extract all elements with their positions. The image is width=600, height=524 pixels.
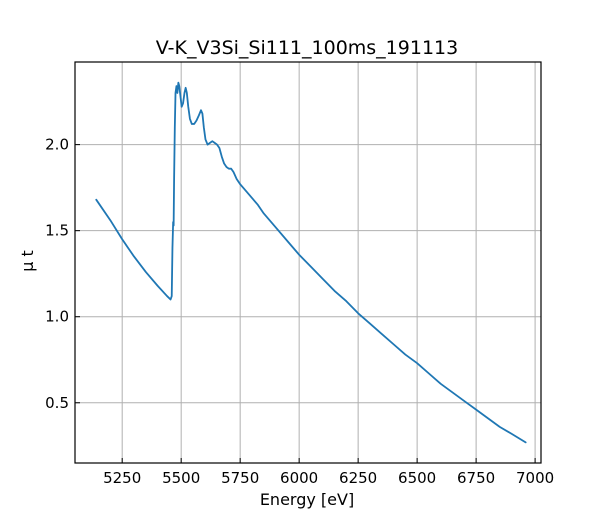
y-tick-label: 2.0 bbox=[45, 136, 69, 154]
x-tick-label: 5250 bbox=[103, 469, 141, 487]
plot-area-frame bbox=[74, 61, 542, 464]
x-tick-label: 7000 bbox=[516, 469, 554, 487]
x-tick-label: 5500 bbox=[162, 469, 200, 487]
y-tick-label: 1.0 bbox=[45, 308, 69, 326]
ticks-layer: 5250 5500 5750 6000 6250 6500 6750 7000 0.5 1.0 1.… bbox=[45, 136, 554, 487]
x-tick-label: 5750 bbox=[221, 469, 259, 487]
y-tick-label: 0.5 bbox=[45, 394, 69, 412]
x-tick-label: 6250 bbox=[339, 469, 377, 487]
grid-layer bbox=[75, 62, 541, 463]
x-axis-label: Energy [eV] bbox=[260, 490, 354, 509]
series-line bbox=[95, 81, 527, 444]
series-layer bbox=[95, 81, 527, 444]
x-tick-label: 6000 bbox=[280, 469, 318, 487]
y-axis-label: μ t bbox=[18, 250, 37, 272]
y-tick-label: 1.5 bbox=[45, 222, 69, 240]
chart-title: V-K_V3Si_Si111_100ms_191113 bbox=[156, 37, 458, 59]
x-tick-label: 6500 bbox=[398, 469, 436, 487]
x-tick-label: 6750 bbox=[457, 469, 495, 487]
